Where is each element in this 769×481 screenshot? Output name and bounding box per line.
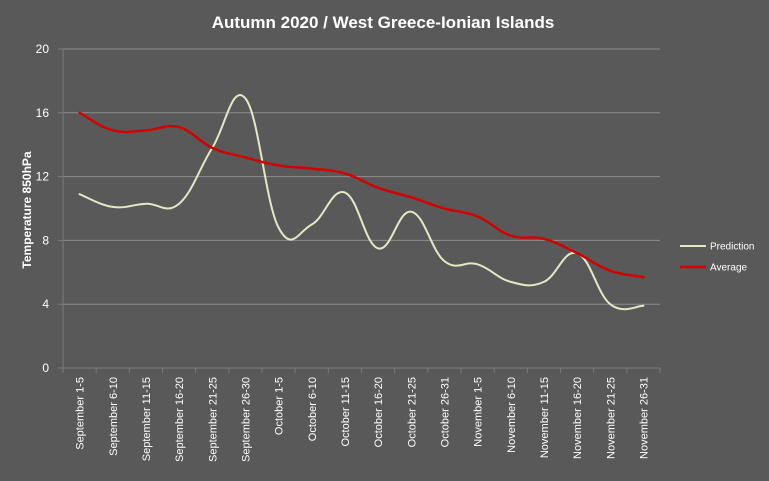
axes — [58, 48, 661, 373]
gridlines — [63, 48, 660, 305]
series-line-prediction — [78, 94, 645, 311]
y-tick-label: 12 — [36, 170, 50, 184]
x-tick-label: November 21-25 — [605, 377, 617, 459]
y-tick-label: 8 — [42, 233, 49, 247]
x-tick-label: September 26-30 — [240, 377, 252, 462]
y-tick-label: 20 — [36, 42, 50, 56]
x-tick-label: November 26-31 — [638, 377, 650, 459]
x-tick-label: October 1-5 — [274, 377, 286, 435]
series-line-average — [78, 111, 645, 279]
chart-title: Autumn 2020 / West Greece-Ionian Islands — [212, 13, 555, 32]
legend-label-average: Average — [710, 263, 748, 274]
legend: Prediction Average — [680, 242, 754, 274]
x-tick-label: October 11-15 — [340, 377, 352, 447]
y-tick-label: 4 — [42, 297, 49, 311]
legend-label-prediction: Prediction — [710, 242, 754, 253]
x-tick-label: October 26-31 — [439, 377, 451, 447]
x-axis-ticks: September 1-5 September 6-10 September 11-… — [75, 377, 651, 462]
y-axis-label: Temperature 850hPa — [20, 151, 34, 268]
x-tick-label: September 1-5 — [75, 377, 87, 450]
y-axis-ticks: 0 4 8 12 16 20 — [36, 42, 50, 375]
y-tick-label: 0 — [42, 361, 49, 375]
x-tick-label: September 6-10 — [108, 377, 120, 456]
x-tick-label: November 1-5 — [473, 377, 485, 447]
x-tick-label: October 16-20 — [373, 377, 385, 447]
x-tick-label: October 6-10 — [307, 377, 319, 441]
x-tick-label: September 16-20 — [174, 377, 186, 462]
series-lines — [78, 94, 645, 311]
x-tick-label: November 6-10 — [506, 377, 518, 453]
x-tick-label: October 21-25 — [406, 377, 418, 447]
x-tick-label: November 11-15 — [539, 377, 551, 458]
x-tick-label: September 11-15 — [141, 377, 153, 461]
x-tick-label: September 21-25 — [207, 377, 219, 462]
y-tick-label: 16 — [36, 106, 50, 120]
x-tick-label: November 16-20 — [572, 377, 584, 459]
